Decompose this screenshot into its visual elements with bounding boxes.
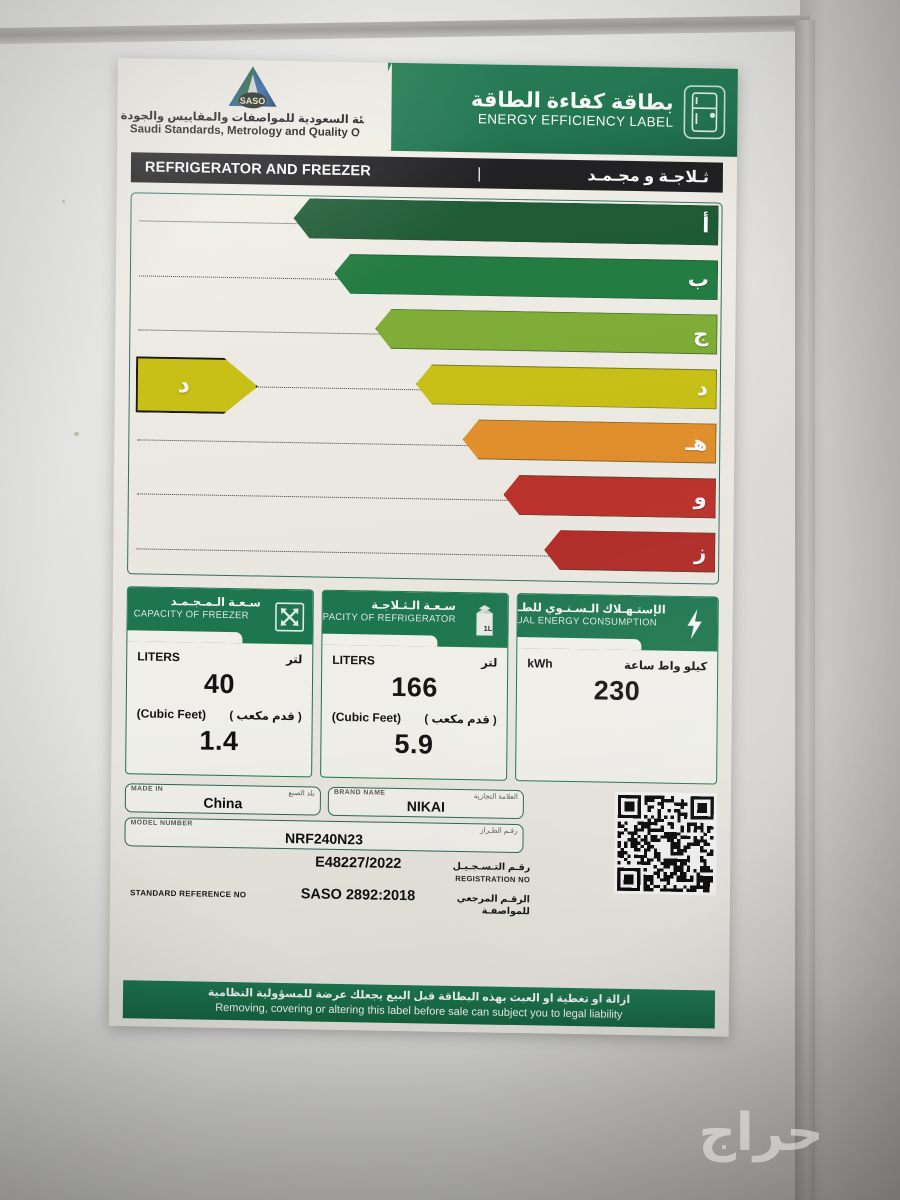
grade-letter: أ (702, 213, 710, 237)
header-diagonal-divider (351, 62, 392, 151)
grade-dotted-leader (139, 220, 305, 225)
appliance-side-seam (795, 20, 815, 1200)
value-cubic-feet: 1.4 (199, 725, 239, 757)
grade-row: و (129, 466, 719, 531)
registration-caption-arabic: رقـم التـسـجـيـل (452, 860, 531, 874)
grade-bar-0: أ (293, 198, 718, 245)
grade-dotted-leader (138, 275, 346, 280)
header-organization-block: SASO الهيئة السعودية للمواصفات والمقاييس… (117, 58, 388, 151)
product-type-english: REFRIGERATOR AND FREEZER (144, 159, 372, 180)
grade-letter: ب (687, 268, 710, 292)
grade-bar-2: ج (375, 309, 718, 355)
box-title-english: CAPACITY OF REFRIGERATOR (320, 611, 456, 626)
value-liters: 40 (203, 668, 236, 700)
standard-reference-value: SASO 2892:2018 (300, 886, 416, 905)
made-in-field: MADE IN بلد الصنع China (124, 783, 322, 816)
value-cubic-feet: 5.9 (394, 728, 434, 760)
unit-primary-english: LITERS (137, 649, 180, 665)
qr-code[interactable] (614, 791, 717, 896)
milk-carton-icon: 1L (461, 593, 508, 648)
model-value: NRF240N23 (285, 830, 363, 848)
grade-bar-6: ز (544, 530, 715, 573)
brand-caption-english: BRAND NAME (333, 788, 386, 797)
brand-name-field: BRAND NAME العلامة التجارية NIKAI (327, 786, 524, 820)
grade-bar-4: هـ (462, 419, 716, 463)
box-header: سـعـة الـمـجـمـد CAPACITY OF FREEZER (127, 587, 313, 645)
grade-letter: هـ (685, 431, 708, 456)
result-grade-letter: د (177, 371, 191, 399)
efficiency-grade-scale: أ ب ج د د هـ و ز (127, 192, 723, 585)
product-type-separator: | (477, 164, 482, 182)
registration-row: E48227/2022 رقـم التـسـجـيـل REGISTRATIO… (124, 851, 530, 886)
legal-warning-footer: ازالة او تغطية او العبث بهذه البطاقة قبل… (122, 980, 716, 1029)
lightning-bolt-icon (671, 597, 718, 652)
expand-arrows-icon (266, 590, 313, 645)
surface-speck (62, 200, 65, 203)
unit-secondary-arabic: ( قدم مكعب ) (229, 710, 302, 724)
product-type-bar: REFRIGERATOR AND FREEZER | ثـلاجـة و مجـ… (130, 152, 724, 193)
milk-carton-icon-label: 1L (484, 624, 493, 633)
standard-reference-caption-arabic: الرقـم المرجعي للمواصفـة (456, 892, 530, 917)
grade-bar-5: و (503, 475, 716, 519)
energy-efficiency-label: SASO الهيئة السعودية للمواصفات والمقاييس… (108, 58, 738, 1037)
registration-caption-english: REGISTRATION NO (455, 873, 531, 885)
box-title-english: ANNUAL ENERGY CONSUMPTION (515, 615, 658, 629)
made-in-caption-english: MADE IN (130, 785, 164, 793)
box-body: LITERS لتر 40 (Cubic Feet) ( قدم مكعب ) … (126, 641, 312, 758)
specification-boxes: سـعـة الـمـجـمـد CAPACITY OF FREEZER (125, 586, 719, 785)
surface-speck (74, 432, 79, 436)
grade-letter: ج (693, 322, 709, 346)
capacity-of-freezer-box: سـعـة الـمـجـمـد CAPACITY OF FREEZER (125, 586, 314, 778)
standard-reference-row: STANDARD REFERENCE NO SASO 2892:2018 الر… (124, 883, 530, 918)
unit-primary-english: kWh (527, 656, 553, 671)
unit-primary-arabic: كيلو واط ساعة (623, 659, 708, 674)
header-title-block: بطاقة كفاءة الطاقة ENERGY EFFICIENCY LAB… (351, 62, 738, 157)
product-type-arabic: ثـلاجـة و مجـمـد (587, 167, 709, 187)
registration-value: E48227/2022 (315, 854, 402, 873)
unit-secondary-english: (Cubic Feet) (136, 706, 207, 722)
unit-primary-arabic: لتر (286, 654, 303, 667)
grade-dotted-leader (137, 438, 474, 446)
grade-dotted-leader (136, 493, 515, 502)
capacity-of-refrigerator-box: سـعـة الـثـلاجـة CAPACITY OF REFRIGERATO… (320, 589, 510, 781)
result-grade-arrow: د (136, 356, 259, 414)
grade-letter: د (696, 377, 708, 401)
box-header: الإستـهـلاك الـسـنـوي للطـاقـة ANNUAL EN… (515, 594, 718, 652)
value-kwh: 230 (593, 675, 641, 707)
label-header: SASO الهيئة السعودية للمواصفات والمقاييس… (117, 58, 738, 157)
saso-logo: SASO (227, 64, 279, 111)
value-liters: 166 (391, 671, 438, 703)
model-number-field: MODEL NUMBER رقـم الطـراز NRF240N23 (124, 817, 524, 854)
box-body: kWh كيلو واط ساعة 230 (517, 648, 717, 708)
appliance-right-edge (800, 0, 900, 1200)
grade-bar-1: ب (334, 253, 718, 300)
unit-secondary-english: (Cubic Feet) (331, 709, 402, 726)
annual-energy-consumption-box: الإستـهـلاك الـسـنـوي للطـاقـة ANNUAL EN… (515, 593, 719, 785)
unit-primary-arabic: لتر (481, 657, 498, 670)
registration-caption: رقـم التـسـجـيـل REGISTRATION NO (444, 860, 531, 886)
brand-value: NIKAI (406, 798, 445, 815)
identification-block: MADE IN بلد الصنع China BRAND NAME العلا… (124, 783, 717, 921)
model-caption-english: MODEL NUMBER (130, 819, 193, 828)
grade-dotted-leader (136, 548, 556, 557)
grade-bar-3: د (416, 364, 717, 409)
box-title-english: CAPACITY OF FREEZER (133, 608, 249, 622)
grade-letter: و (693, 486, 707, 510)
label-title-english: ENERGY EFFICIENCY LABEL (477, 111, 674, 131)
standard-reference-caption-english: STANDARD REFERENCE NO (129, 888, 247, 900)
unit-secondary-arabic: ( قدم مكعب ) (424, 713, 497, 727)
saso-logo-text: SASO (240, 96, 266, 106)
unit-primary-english: LITERS (332, 652, 376, 668)
box-header: سـعـة الـثـلاجـة CAPACITY OF REFRIGERATO… (320, 590, 508, 648)
grade-row: ز (128, 521, 718, 585)
grade-dotted-leader (138, 329, 387, 336)
box-body: LITERS لتر 166 (Cubic Feet) ( قدم مكعب )… (321, 645, 507, 762)
grade-letter: ز (694, 541, 707, 565)
made-in-value: China (203, 794, 243, 812)
refrigerator-icon (681, 83, 728, 142)
